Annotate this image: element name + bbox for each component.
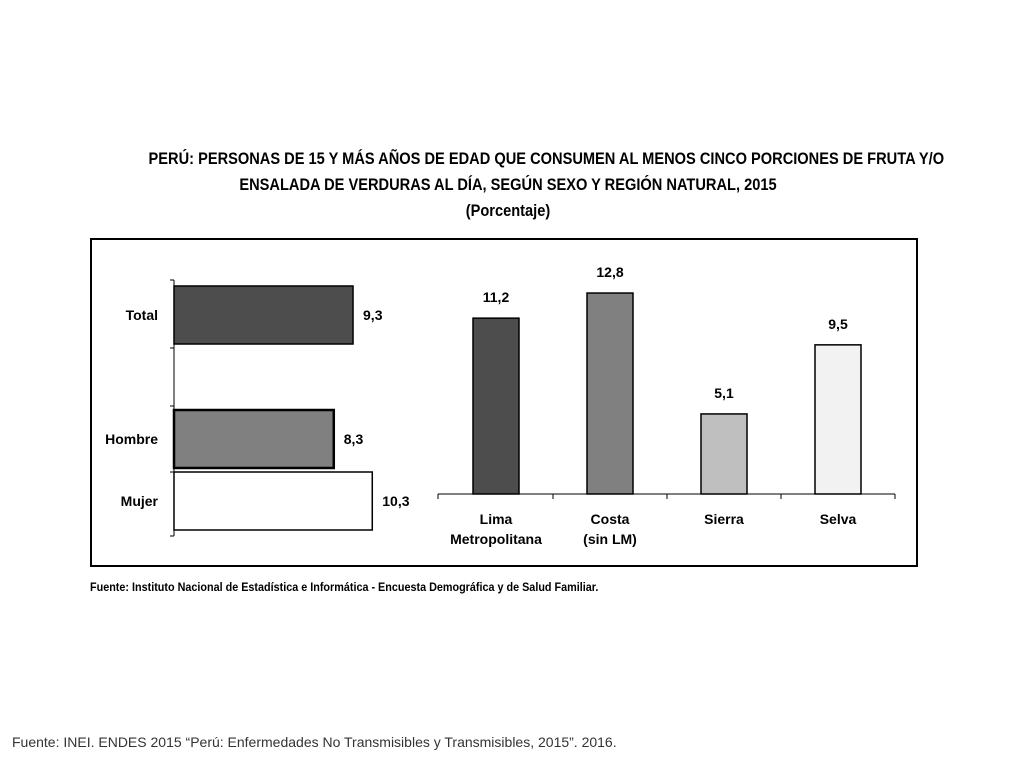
category-label-costa: Costa xyxy=(591,511,630,527)
category-label-total: Total xyxy=(126,307,158,323)
bar-hombre xyxy=(172,408,336,470)
category-label-costa-line2: (sin LM) xyxy=(583,531,637,547)
bar-mujer xyxy=(173,471,374,531)
chart-canvas: Total 9,3 Hombre 8,3 Mujer 10,3 11,2 Lima Metrop… xyxy=(105,264,896,547)
title-line-1: PERÚ: PERSONAS DE 15 Y MÁS AÑOS DE EDAD … xyxy=(148,149,945,168)
bar-selva xyxy=(814,344,862,495)
data-label-sierra: 5,1 xyxy=(714,385,734,401)
bar-sierra xyxy=(700,413,748,495)
category-label-selva: Selva xyxy=(820,511,857,527)
bar-total xyxy=(173,285,354,345)
category-label-lima: Lima xyxy=(480,511,513,527)
title-line-2: ENSALADA DE VERDURAS AL DÍA, SEGÚN SEXO … xyxy=(239,175,777,194)
data-label-lima: 11,2 xyxy=(483,289,510,305)
category-label-mujer: Mujer xyxy=(121,493,159,509)
data-label-selva: 9,5 xyxy=(828,316,848,332)
footer-citation: Fuente: INEI. ENDES 2015 “Perú: Enfermed… xyxy=(12,734,617,750)
data-label-mujer: 10,3 xyxy=(382,493,409,509)
data-label-total: 9,3 xyxy=(363,307,383,323)
bar-lima xyxy=(472,317,520,495)
category-label-sierra: Sierra xyxy=(704,511,744,527)
title-line-3: (Porcentaje) xyxy=(465,201,551,220)
bar-costa xyxy=(586,292,634,495)
chart-frame: Total 9,3 Hombre 8,3 Mujer 10,3 11,2 Lima Metrop… xyxy=(90,238,918,567)
source-note: Fuente: Instituto Nacional de Estadístic… xyxy=(90,580,599,594)
category-label-lima-line2: Metropolitana xyxy=(450,531,542,547)
chart-title: PERÚ: PERSONAS DE 15 Y MÁS AÑOS DE EDAD … xyxy=(148,146,945,224)
category-label-hombre: Hombre xyxy=(105,431,158,447)
data-label-hombre: 8,3 xyxy=(344,431,364,447)
data-label-costa: 12,8 xyxy=(596,264,623,280)
